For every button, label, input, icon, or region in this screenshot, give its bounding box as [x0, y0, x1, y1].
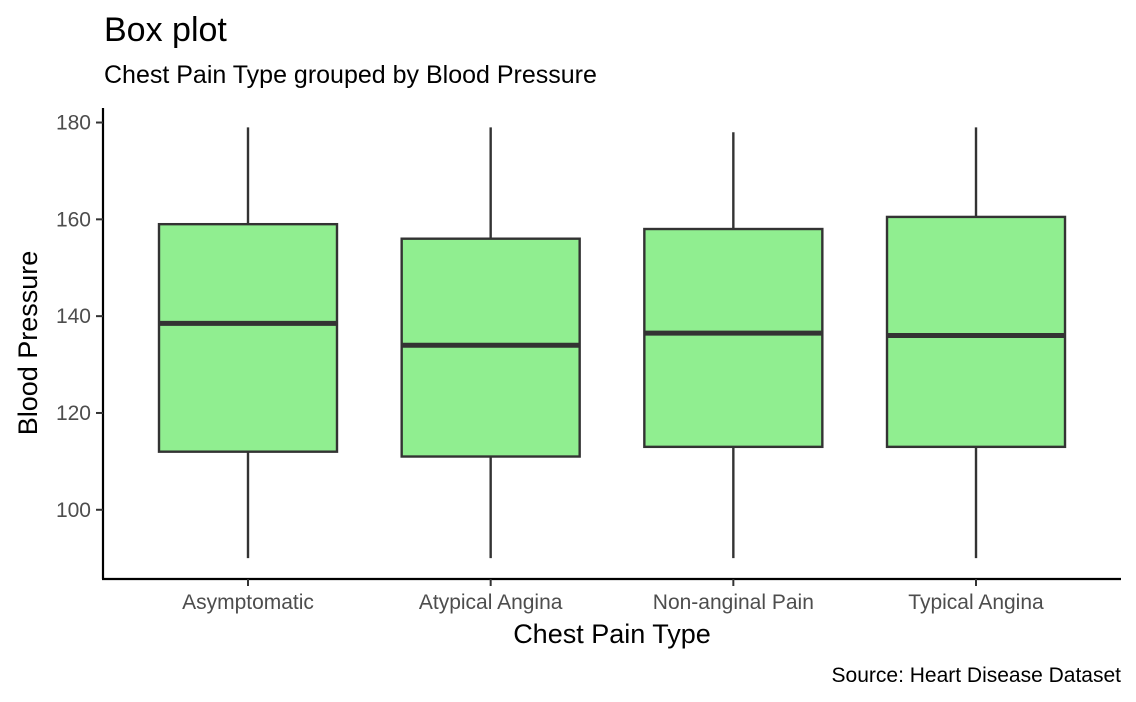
- box-rect: [643, 227, 824, 449]
- x-tick-label: Non-anginal Pain: [653, 591, 814, 614]
- box-group: [157, 127, 339, 559]
- y-axis-title: Blood Pressure: [13, 251, 43, 436]
- y-tick-label: 100: [56, 499, 91, 522]
- box-group: [400, 127, 581, 559]
- x-axis-title: Chest Pain Type: [513, 619, 711, 649]
- y-ticks-layer: 100 120 140 160 180: [56, 112, 103, 522]
- box-group: [643, 132, 824, 559]
- y-tick-label: 120: [56, 402, 91, 425]
- chart-title: Box plot: [104, 11, 227, 49]
- chart-subtitle: Chest Pain Type grouped by Blood Pressur…: [104, 61, 597, 89]
- y-tick-label: 180: [56, 112, 91, 135]
- x-tick-label: Typical Angina: [908, 591, 1044, 614]
- x-ticks-layer: Asymptomatic Atypical Angina Non-anginal P…: [182, 579, 1044, 614]
- y-tick-label: 140: [56, 305, 91, 328]
- box-group: [885, 127, 1067, 559]
- x-tick-label: Asymptomatic: [182, 591, 314, 614]
- y-tick-label: 160: [56, 208, 91, 231]
- box-rect: [157, 222, 339, 453]
- x-tick-label: Atypical Angina: [419, 591, 563, 614]
- boxes-layer: [157, 127, 1067, 559]
- box-rect: [885, 215, 1067, 449]
- chart-caption: Source: Heart Disease Dataset: [832, 664, 1122, 687]
